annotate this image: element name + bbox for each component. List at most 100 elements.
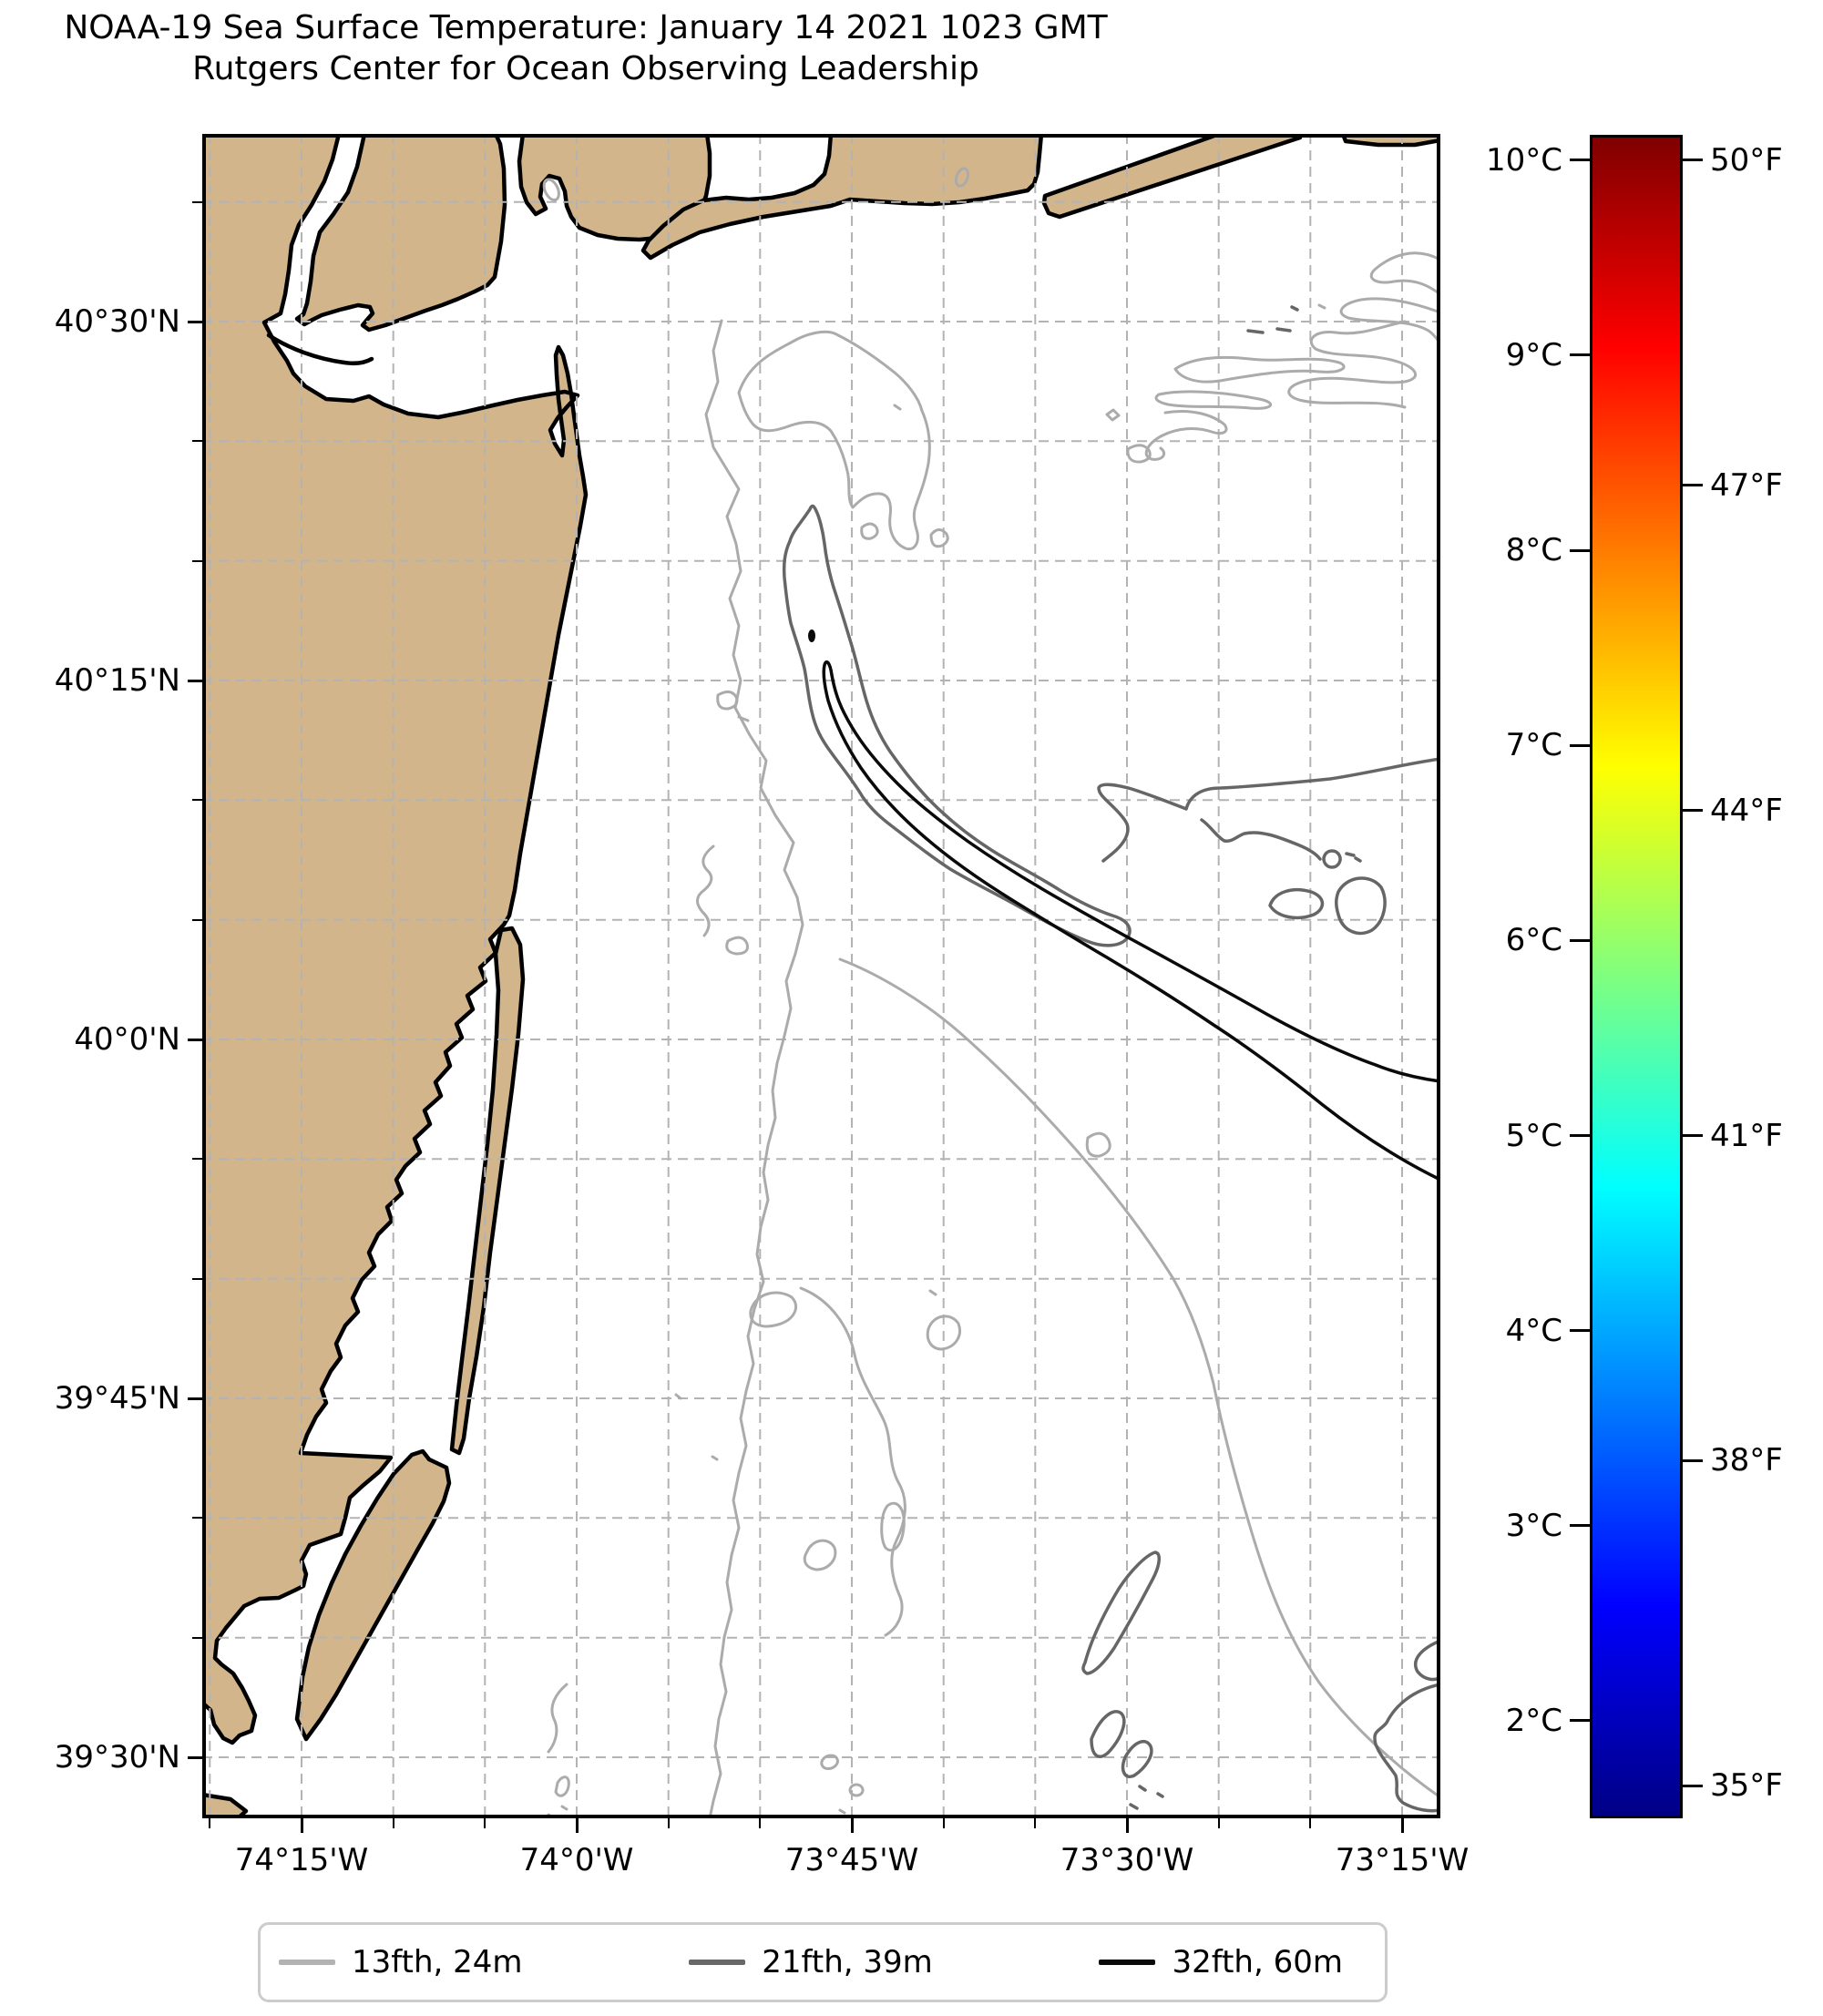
- y-minor-tick: [192, 559, 202, 562]
- colorbar-celsius-label: 2°C: [1505, 1702, 1562, 1739]
- legend-item: 21fth, 39m: [689, 1944, 933, 1980]
- y-major-tick: [188, 1397, 202, 1400]
- y-tick-label: 39°45'N: [54, 1380, 180, 1417]
- contour-39m-blob: [1335, 876, 1387, 936]
- contour-24m-loop: [1126, 444, 1152, 464]
- x-minor-tick: [209, 1818, 211, 1828]
- contour-39m-east-fork: [1097, 757, 1440, 863]
- contour-24m-dot: [711, 1455, 719, 1461]
- contour-24m-nearshore: [547, 1683, 568, 1754]
- land-queens-rockaway: [640, 134, 1044, 261]
- contour-24m-dot: [560, 1805, 568, 1811]
- colorbar-fahrenheit-tick: [1683, 809, 1703, 813]
- x-major-tick: [1125, 1818, 1129, 1833]
- colorbar-celsius-label: 5°C: [1505, 1117, 1562, 1154]
- contour-24m-blob: [880, 1501, 906, 1552]
- contour-24m-loop: [803, 1539, 837, 1571]
- colorbar-celsius-label: 3°C: [1505, 1507, 1562, 1544]
- y-major-tick: [188, 320, 202, 323]
- x-minor-tick: [392, 1818, 394, 1828]
- contour-24m-blob: [860, 522, 879, 540]
- contour-24m-loop: [1085, 1131, 1111, 1158]
- colorbar-fahrenheit-tick: [1683, 1458, 1703, 1462]
- contour-60m-hudson-shelf-valley: [822, 660, 1440, 1182]
- colorbar-celsius-tick: [1570, 548, 1590, 552]
- contour-24m-southwest-line: [838, 957, 1440, 1799]
- colorbar-fahrenheit-label: 35°F: [1710, 1767, 1783, 1805]
- x-minor-tick: [667, 1818, 670, 1828]
- y-tick-label: 40°15'N: [54, 662, 180, 699]
- land-layer: [202, 134, 1440, 1818]
- x-minor-tick: [1309, 1818, 1312, 1828]
- contour-39m-flame: [1121, 1739, 1153, 1778]
- land-island-beach-barrier: [449, 926, 526, 1456]
- contour-24m-wave: [1369, 251, 1440, 296]
- contour-24m-dash: [737, 715, 750, 722]
- x-minor-tick: [1034, 1818, 1037, 1828]
- x-minor-tick: [942, 1818, 945, 1828]
- colorbar-celsius-tick: [1570, 938, 1590, 942]
- colorbar-celsius-tick: [1570, 1329, 1590, 1333]
- contour-39m-bean: [1268, 887, 1325, 920]
- colorbar-fahrenheit-label: 50°F: [1710, 141, 1783, 179]
- contour-24m-loop: [725, 936, 749, 956]
- contour-60m-layer: [266, 333, 1440, 1182]
- x-tick-label: 73°45'W: [784, 1842, 919, 1878]
- contour-39m-dash: [1275, 327, 1292, 333]
- contour-39m-dash: [1246, 329, 1265, 334]
- colorbar-fahrenheit-label: 41°F: [1710, 1117, 1783, 1154]
- plot-border: [202, 134, 1440, 1818]
- contour-24m-branch: [799, 1286, 906, 1637]
- figure-title: NOAA-19 Sea Surface Temperature: January…: [0, 7, 1172, 89]
- colorbar-celsius-label: 4°C: [1505, 1312, 1562, 1349]
- colorbar-celsius-label: 9°C: [1505, 336, 1562, 374]
- legend-line-swatch: [689, 1960, 746, 1965]
- legend-item: 13fth, 24m: [279, 1944, 523, 1980]
- colorbar-fahrenheit-label: 38°F: [1710, 1442, 1783, 1479]
- x-major-tick: [575, 1818, 579, 1833]
- legend-line-swatch: [279, 1960, 335, 1965]
- contour-39m-dot: [1290, 305, 1299, 312]
- colorbar-fahrenheit-tick: [1683, 159, 1703, 162]
- colorbar-fahrenheit-label: 44°F: [1710, 792, 1783, 829]
- colorbar-celsius-tick: [1570, 1134, 1590, 1138]
- contour-24m-dot: [674, 1393, 682, 1400]
- figure-title-line2: Rutgers Center for Ocean Observing Leade…: [192, 50, 979, 87]
- contour-39m-ring: [1322, 849, 1342, 869]
- contour-39m-right-edge: [1373, 1683, 1440, 1813]
- colorbar-celsius-label: 8°C: [1505, 532, 1562, 569]
- contour-24m-dot: [1317, 303, 1326, 310]
- contour-24m-speck: [1105, 408, 1121, 422]
- contour-39m-dot: [1129, 1803, 1139, 1810]
- y-tick-label: 39°30'N: [54, 1739, 180, 1776]
- x-major-tick: [850, 1818, 854, 1833]
- map-svg: [202, 134, 1440, 1818]
- legend-label: 21fth, 39m: [762, 1944, 933, 1980]
- colorbar-celsius-tick: [1570, 743, 1590, 747]
- contour-24m-loop: [716, 691, 739, 711]
- colorbar-fahrenheit-tick: [1683, 1134, 1703, 1138]
- x-tick-label: 73°15'W: [1335, 1842, 1470, 1878]
- contour-39m-dot: [1354, 856, 1362, 863]
- contour-24m-blob: [554, 1776, 570, 1797]
- contour-24m-wave: [1339, 297, 1440, 345]
- contour-39m-layer: [782, 305, 1440, 1818]
- contour-24m-hook: [1144, 409, 1228, 461]
- legend-line-swatch: [1099, 1960, 1156, 1965]
- legend-label: 13fth, 24m: [352, 1944, 523, 1980]
- contour-39m-curve: [1200, 818, 1322, 861]
- contour-24m-squiggle: [696, 844, 715, 937]
- contour-24m-top-center-meander: [737, 330, 931, 551]
- contour-24m-dot: [838, 1808, 846, 1815]
- land-jones-beach-barrier: [1041, 134, 1303, 220]
- x-minor-tick: [484, 1818, 486, 1828]
- contour-24m-layer: [542, 167, 1440, 1818]
- colorbar-celsius-tick: [1570, 159, 1590, 162]
- x-minor-tick: [759, 1818, 762, 1828]
- legend: 13fth, 24m 21fth, 39m 32fth, 60m: [258, 1922, 1388, 2002]
- contour-24m-wave: [1173, 355, 1346, 384]
- contour-39m-shelf-valley-outline: [782, 504, 1132, 947]
- contour-24m-wave: [1287, 320, 1418, 409]
- y-minor-tick: [192, 799, 202, 802]
- legend-item: 32fth, 60m: [1099, 1944, 1343, 1980]
